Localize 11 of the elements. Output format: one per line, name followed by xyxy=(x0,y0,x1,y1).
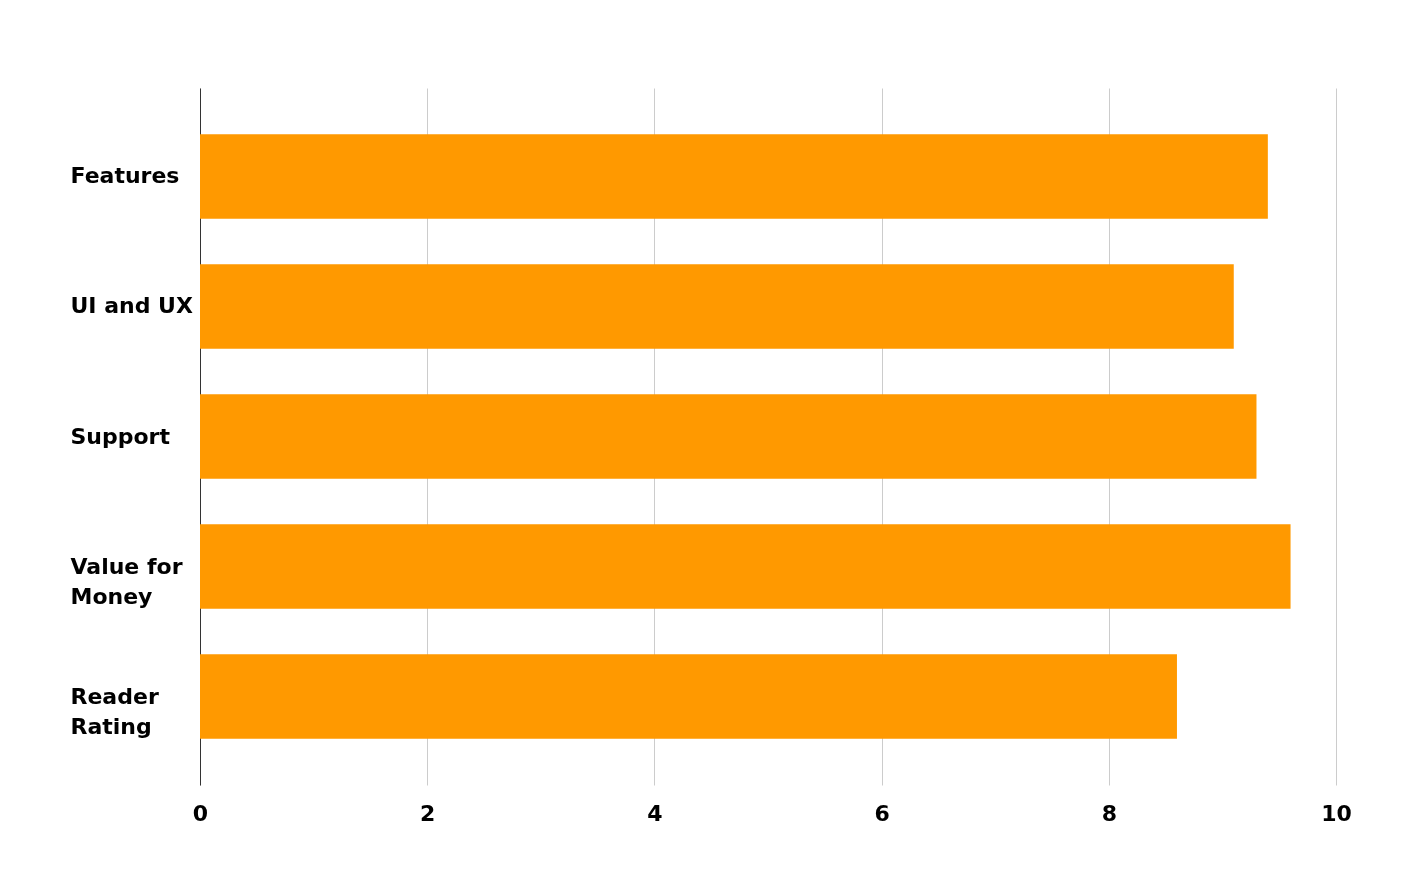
y-tick-label: Reader Rating xyxy=(70,683,159,739)
x-tick-label: 2 xyxy=(420,800,436,826)
y-tick-label: Value for Money xyxy=(70,553,183,609)
x-tick-label: 10 xyxy=(1321,800,1352,826)
y-tick-label: Support xyxy=(70,423,171,449)
x-tick-label: 0 xyxy=(192,800,209,826)
x-tick-label: 6 xyxy=(874,800,890,826)
y-tick-label: UI and UX xyxy=(70,293,193,319)
x-tick-label: 8 xyxy=(1101,800,1117,826)
y-tick-label: Features xyxy=(70,163,180,189)
x-tick-label: 4 xyxy=(647,800,663,826)
